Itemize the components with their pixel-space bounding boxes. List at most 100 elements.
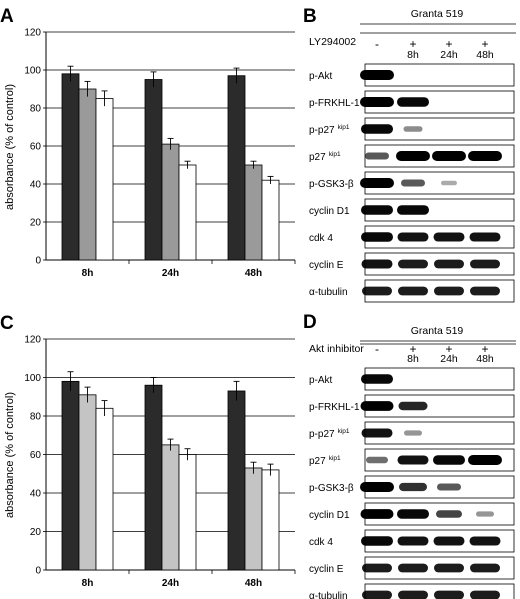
blot-band [434, 286, 464, 296]
blot-band [361, 205, 393, 215]
blot-band [397, 232, 429, 242]
bar [244, 467, 263, 571]
blot-band [365, 152, 389, 160]
blot-row-label: p-FRKHL-1 [309, 98, 360, 109]
lane-sign: + [409, 342, 416, 356]
xtick-label: 24h [162, 578, 179, 589]
blot-band [433, 536, 465, 546]
xtick-label: 48h [245, 578, 262, 589]
blot-band [399, 482, 427, 492]
blot-band [360, 97, 394, 107]
blot-row-superscript: kip1 [329, 455, 341, 462]
blot-row-superscript: kip1 [329, 151, 341, 158]
lane-sign: - [375, 342, 379, 356]
blot-band [397, 509, 429, 519]
lane-sign: + [409, 37, 416, 51]
panel-b-blots: p-Akt p-FRKHL-1 p-p27 kip1 p27 kip1 p-GSK3-β cy… [309, 32, 516, 303]
lane-time: 24h [440, 353, 458, 365]
blot-band [434, 590, 464, 599]
ytick-label: 20 [30, 218, 42, 229]
panel-d-blots: p-Akt p-FRKHL-1 p-p27 kip1 p27 kip1 p-GSK3-β cy… [309, 343, 516, 599]
ytick-label: 20 [30, 527, 42, 538]
bar [95, 407, 114, 571]
blot-row-label: p27 kip1 [309, 455, 341, 467]
ytick-label: 60 [30, 450, 42, 461]
ytick-label: 100 [24, 373, 41, 384]
lane-time: 48h [476, 353, 494, 365]
bar [261, 179, 280, 261]
blot-band [468, 151, 502, 161]
blot-row-label: p27 kip1 [309, 151, 341, 163]
bar [227, 390, 246, 571]
blot-band [362, 563, 392, 573]
lane-time: 8h [407, 353, 419, 365]
blot-band [396, 151, 430, 161]
blot-band [403, 126, 423, 132]
bar [161, 444, 180, 571]
lane-time: 8h [407, 49, 419, 61]
ytick-label: 80 [30, 412, 42, 423]
blot-band [397, 205, 429, 215]
blot-band [469, 536, 501, 546]
blot-band [397, 97, 429, 107]
blot-band [441, 180, 457, 186]
bar [178, 454, 197, 571]
panel-a-plot [43, 31, 296, 264]
blot-band [437, 483, 461, 491]
panel-a-yticks: 0 20 40 60 80 100 120 [24, 28, 41, 267]
blot-row-label: cyclin E [309, 260, 344, 271]
blot-band [432, 151, 466, 161]
panel-a: A absorbance (% of control) 0 20 40 60 8… [0, 6, 296, 279]
blot-band [398, 259, 428, 269]
panel-d: D Granta 519 Akt inhibitor - + + + 8h 24… [303, 312, 516, 599]
blot-band [361, 374, 393, 384]
panel-c-xticks: 8h 24h 48h [82, 578, 262, 589]
bar [144, 384, 163, 571]
blot-band [360, 70, 394, 80]
blot-row-label: p-Akt [309, 375, 333, 386]
ytick-label: 120 [24, 28, 41, 39]
blot-band [362, 286, 392, 296]
bar [78, 88, 97, 261]
blot-row-label: p-GSK3-β [309, 179, 354, 190]
bar [95, 98, 114, 261]
panel-b-lane-times: 8h 24h 48h [407, 49, 494, 61]
blot-band [470, 563, 500, 573]
blot-band [361, 232, 393, 242]
lane-sign: + [445, 342, 452, 356]
ytick-label: 120 [24, 335, 41, 346]
panel-b-title: Granta 519 [411, 8, 464, 20]
blot-row-label: p-Akt [309, 71, 333, 82]
blot-band [433, 455, 465, 465]
panel-b-lane-signs: - + + + [375, 37, 489, 51]
blot-row-label: cdk 4 [309, 537, 333, 548]
lane-sign: + [445, 37, 452, 51]
bar [61, 380, 80, 571]
panel-d-treatment: Akt inhibitor [309, 343, 364, 355]
lane-time: 48h [476, 49, 494, 61]
bar [61, 73, 80, 261]
bar [178, 164, 197, 261]
lane-sign: + [481, 342, 488, 356]
xtick-label: 48h [245, 268, 262, 279]
blot-row-label: cyclin E [309, 564, 344, 575]
panel-c-ylabel: absorbance (% of control) [4, 392, 16, 518]
xtick-label: 24h [162, 268, 179, 279]
panel-a-xticks: 8h 24h 48h [82, 268, 262, 279]
blot-row-superscript: kip1 [338, 124, 350, 131]
lane-sign: - [375, 37, 379, 51]
blot-band [361, 259, 393, 269]
panel-d-lane-signs: - + + + [375, 342, 489, 356]
panel-b: B Granta 519 LY294002 - + + + 8h 24h 48h… [303, 6, 516, 303]
blot-band [361, 536, 393, 546]
ytick-label: 100 [24, 66, 41, 77]
panel-c-letter: C [0, 313, 14, 334]
blot-row-label: cyclin D1 [309, 510, 350, 521]
blot-band [401, 179, 425, 187]
blot-row-label: p-GSK3-β [309, 483, 354, 494]
bar [78, 394, 97, 571]
bar [261, 469, 280, 571]
blot-band [433, 232, 465, 242]
blot-band [398, 286, 428, 296]
blot-band [476, 511, 494, 517]
